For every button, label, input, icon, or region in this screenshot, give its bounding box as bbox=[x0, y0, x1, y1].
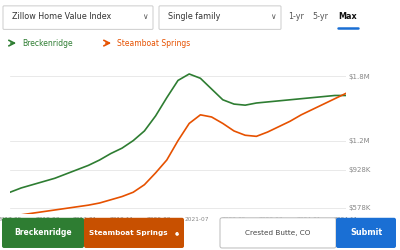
Text: 1-yr: 1-yr bbox=[288, 12, 304, 21]
FancyBboxPatch shape bbox=[220, 218, 336, 248]
Text: Breckenridge: Breckenridge bbox=[14, 228, 72, 237]
Text: Crested Butte, CO: Crested Butte, CO bbox=[245, 230, 311, 236]
FancyBboxPatch shape bbox=[336, 218, 396, 248]
Text: Breckenridge: Breckenridge bbox=[22, 38, 73, 48]
Text: ●: ● bbox=[175, 230, 179, 235]
Text: Max: Max bbox=[339, 12, 357, 21]
Text: ×: × bbox=[176, 230, 180, 235]
FancyBboxPatch shape bbox=[3, 6, 153, 29]
Text: Single family: Single family bbox=[168, 12, 220, 21]
FancyBboxPatch shape bbox=[2, 218, 84, 248]
Text: Submit: Submit bbox=[350, 228, 382, 237]
Text: Zillow Home Value Index: Zillow Home Value Index bbox=[12, 12, 111, 21]
Text: ∨: ∨ bbox=[270, 12, 276, 21]
Text: 5-yr: 5-yr bbox=[312, 12, 328, 21]
Text: Steamboat Springs: Steamboat Springs bbox=[117, 38, 190, 48]
FancyBboxPatch shape bbox=[84, 218, 184, 248]
Text: Steamboat Springs: Steamboat Springs bbox=[89, 230, 167, 236]
Text: ∨: ∨ bbox=[142, 12, 148, 21]
FancyBboxPatch shape bbox=[159, 6, 281, 29]
